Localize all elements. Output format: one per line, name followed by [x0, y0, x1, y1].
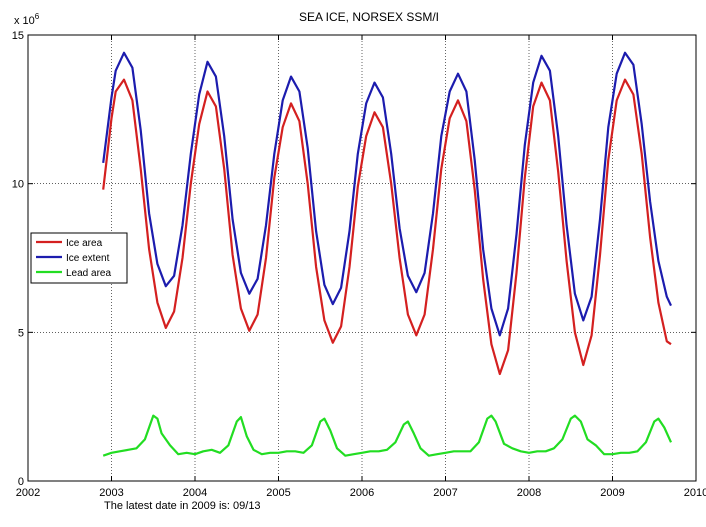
- latest-date-note: The latest date in 2009 is: 09/13: [104, 500, 261, 512]
- x-tick-label: 2005: [266, 487, 290, 499]
- y-tick-label: 10: [12, 179, 24, 191]
- x-tick-label: 2004: [183, 487, 207, 499]
- y-tick-label: 5: [18, 327, 24, 339]
- series-line-lead-area: [102, 414, 673, 457]
- chart-title: SEA ICE, NORSEX SSM/I: [299, 10, 439, 24]
- series-line-ice-area: [102, 78, 672, 376]
- legend-label-lead-area: Lead area: [66, 268, 111, 279]
- legend-label-ice-extent: Ice extent: [66, 253, 110, 264]
- x-tick-label: 2009: [600, 487, 624, 499]
- axis-ticks: 2002 2003 2004 2005 2006 2007 2008 2009 2010 0 5 10…: [12, 30, 706, 499]
- series-lines: [102, 51, 673, 457]
- x-tick-label: 2008: [517, 487, 541, 499]
- y-tick-label: 15: [12, 30, 24, 42]
- y-multiplier-base: x 10: [14, 15, 35, 27]
- legend-label-ice-area: Ice area: [66, 238, 103, 249]
- x-tick-label: 2007: [433, 487, 457, 499]
- y-multiplier-exponent: 6: [35, 12, 40, 21]
- x-tick-label: 2006: [350, 487, 374, 499]
- x-tick-label: 2010: [684, 487, 706, 499]
- series-line-ice-extent: [102, 51, 672, 337]
- legend: Ice area Ice extent Lead area: [30, 232, 128, 284]
- y-tick-label: 0: [18, 476, 24, 488]
- x-tick-label: 2003: [99, 487, 123, 499]
- y-multiplier: x 106: [14, 12, 40, 27]
- x-tick-label: 2002: [16, 487, 40, 499]
